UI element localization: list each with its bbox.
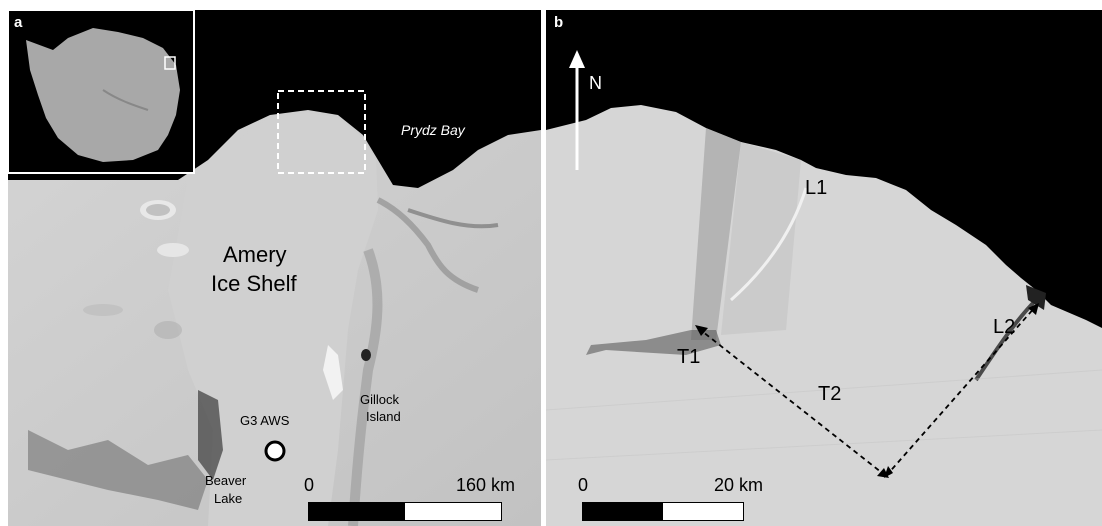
antarctica-inset — [8, 10, 195, 174]
label-prydz-bay: Prydz Bay — [401, 122, 465, 138]
ice-shelf-a — [168, 113, 378, 526]
scale-bar-a — [308, 502, 502, 521]
scale-b-zero: 0 — [578, 475, 589, 495]
panel-b-imagery — [546, 10, 1102, 526]
scale-b-max: 20 km — [714, 475, 764, 495]
g3-aws-marker — [264, 440, 286, 462]
study-area-box — [277, 90, 366, 174]
north-label: N — [589, 73, 602, 93]
label-beaver-line1: Beaver — [205, 473, 247, 488]
t2-arrow-path — [697, 305, 1037, 477]
label-gillock-line2: Island — [366, 409, 401, 424]
label-beaver-line2: Lake — [214, 491, 243, 506]
panel-b-letter: b — [554, 14, 564, 31]
label-g3-aws: G3 AWS — [240, 413, 290, 428]
label-amery-line1: Amery — [223, 242, 287, 267]
label-t2: T2 — [818, 383, 842, 405]
rift-l1 — [730, 187, 808, 302]
panel-a-letter: a — [14, 14, 23, 31]
rift-l2 — [974, 298, 1038, 382]
panel-b-map: b N L1 L2 T1 T2 0 20 km — [546, 10, 1102, 526]
label-amery-line2: Ice Shelf — [211, 271, 297, 296]
panel-a-map: a Prydz Bay Amery Ice Shelf G3 AWS Gillo… — [8, 10, 541, 526]
north-arrow — [569, 50, 585, 170]
scale-bar-b — [582, 502, 744, 521]
label-l1: L1 — [805, 177, 828, 199]
label-gillock-line1: Gillock — [360, 392, 400, 407]
scale-a-max: 160 km — [456, 475, 516, 495]
label-l2: L2 — [993, 316, 1016, 338]
scale-a-zero: 0 — [304, 475, 315, 495]
ice-mass-b — [546, 105, 1102, 526]
panel-a-imagery — [8, 10, 541, 526]
label-t1: T1 — [677, 346, 701, 368]
